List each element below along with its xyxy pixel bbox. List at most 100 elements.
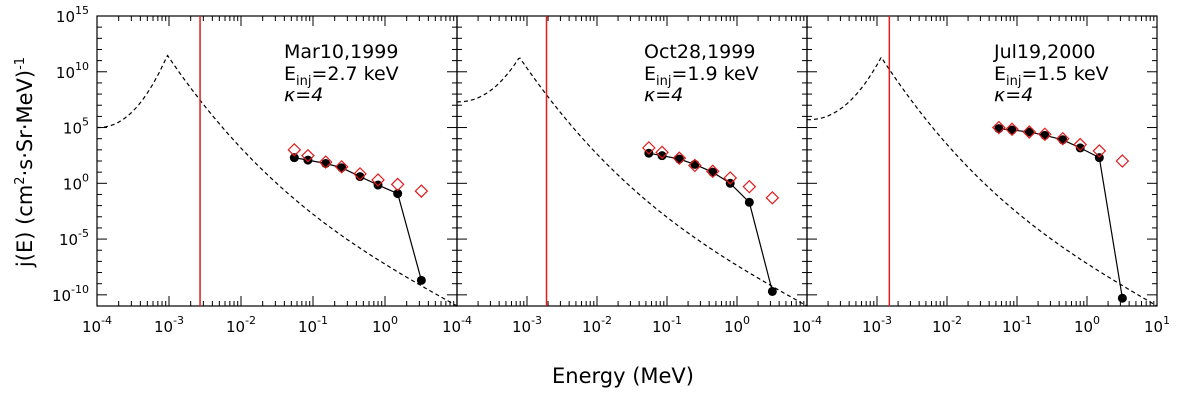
model-diamond — [688, 158, 702, 173]
x-tick-exponent: -1 — [317, 314, 328, 327]
x-tick-label: 100 — [724, 314, 750, 336]
x-tick-label: 10-3 — [862, 314, 892, 336]
x-tick-exponent: -2 — [245, 314, 256, 327]
y-axis-title-middle: ·s·Sr·MeV) — [13, 70, 37, 177]
observed-point — [321, 158, 331, 168]
x-tick-exponent: -2 — [601, 314, 612, 327]
einj-subscript: inj — [656, 74, 671, 89]
einj-subscript: inj — [1006, 74, 1021, 89]
kappa-model-curve — [807, 56, 1157, 306]
model-diamond — [1022, 125, 1037, 139]
x-tick-exponent: 0 — [391, 314, 398, 327]
x-tick-exponent: -1 — [671, 314, 682, 327]
y-tick-exponent: 5 — [82, 116, 89, 129]
observed-point — [1075, 143, 1085, 153]
x-tick-label: 10-4 — [82, 314, 112, 336]
y-tick-base: 10 — [56, 64, 75, 82]
model-diamond — [318, 155, 333, 169]
observed-point — [289, 153, 299, 163]
x-tick-exponent: 0 — [1093, 314, 1100, 327]
x-tick-base: 10 — [652, 318, 671, 336]
x-tick-label: 100 — [372, 314, 398, 336]
model-diamond — [655, 145, 669, 160]
x-axis-title: Energy (MeV) — [552, 364, 694, 388]
observed-point — [355, 172, 365, 182]
y-tick-label: 100 — [63, 171, 89, 193]
x-tick-base: 10 — [82, 318, 101, 336]
panel-1: 10-4 10-3 10-2 10-1 10010-1010-5100105101010… — [52, 4, 458, 336]
y-tick-exponent: -5 — [78, 227, 89, 240]
einj-label: Einj=2.7 keV — [284, 63, 399, 89]
x-tick-exponent: 1 — [1163, 314, 1170, 327]
x-tick-label: 10-1 — [298, 314, 328, 336]
x-tick-label: 10-2 — [226, 314, 256, 336]
x-tick-exponent: -3 — [531, 314, 542, 327]
model-diamond — [723, 171, 738, 185]
y-tick-label: 1010 — [56, 60, 89, 82]
einj-symbol: E — [994, 63, 1006, 85]
observed-point — [744, 197, 754, 207]
plot-frame — [96, 15, 458, 307]
model-diamond — [301, 148, 315, 163]
y-tick-base: 10 — [56, 8, 75, 26]
x-tick-label: 100 — [1074, 314, 1100, 336]
x-tick-label: 101 — [1144, 314, 1170, 336]
kappa-label: κ=4 — [994, 84, 1033, 106]
einj-label: Einj=1.9 keV — [644, 63, 759, 89]
model-diamond — [414, 184, 429, 198]
y-tick-exponent: 10 — [75, 60, 89, 73]
model-diamond — [287, 142, 302, 157]
model-diamond — [672, 151, 687, 166]
x-tick-label: 10-3 — [512, 314, 542, 336]
x-tick-label: 10-2 — [932, 314, 962, 336]
x-tick-exponent: -4 — [811, 314, 822, 327]
x-tick-base: 10 — [932, 318, 951, 336]
model-diamond — [1055, 131, 1070, 146]
x-tick-base: 10 — [582, 318, 601, 336]
observed-point — [416, 275, 426, 285]
model-diamond — [1092, 144, 1107, 158]
einj-subscript: inj — [296, 74, 311, 89]
x-tick-base: 10 — [724, 318, 743, 336]
panels: 10-4 10-3 10-2 10-1 10010-1010-5100105101010… — [52, 4, 1170, 336]
y-axis-title-main: j(E) (cm — [13, 185, 37, 268]
x-tick-exponent: -2 — [951, 314, 962, 327]
x-tick-label: 10-1 — [652, 314, 682, 336]
x-tick-label: 10-2 — [582, 314, 612, 336]
y-axis-title-exponent-2: 2 — [13, 176, 28, 184]
model-diamond — [991, 120, 1006, 135]
y-tick-label: 10-5 — [59, 227, 89, 249]
observed-point — [1024, 127, 1034, 137]
y-axis-title-exponent: -1 — [13, 57, 28, 70]
model-diamond — [1038, 127, 1052, 142]
x-tick-base: 10 — [1074, 318, 1093, 336]
einj-value: =2.7 keV — [311, 63, 398, 85]
y-tick-label: 1015 — [56, 4, 89, 26]
y-tick-base: 10 — [63, 120, 82, 138]
x-tick-base: 10 — [226, 318, 245, 336]
x-tick-base: 10 — [442, 318, 461, 336]
plot-frame — [806, 15, 1158, 307]
x-tick-exponent: -3 — [881, 314, 892, 327]
einj-value: =1.5 keV — [1021, 63, 1108, 85]
kappa-label: κ=4 — [284, 84, 323, 106]
kappa-model-curve — [97, 54, 457, 306]
x-tick-base: 10 — [154, 318, 173, 336]
model-diamond — [705, 164, 720, 179]
model-diamond — [742, 179, 757, 194]
x-tick-exponent: -1 — [1021, 314, 1032, 327]
x-tick-base: 10 — [372, 318, 391, 336]
x-tick-base: 10 — [298, 318, 317, 336]
observed-point — [1117, 293, 1127, 303]
date-label: Oct28,1999 — [644, 41, 755, 63]
date-label: Mar10,1999 — [284, 41, 398, 63]
einj-label: Einj=1.5 keV — [994, 63, 1109, 89]
x-tick-exponent: -4 — [101, 314, 112, 327]
x-tick-label: 10-1 — [1002, 314, 1032, 336]
y-tick-label: 10-10 — [52, 283, 89, 305]
y-tick-base: 10 — [59, 231, 78, 249]
x-tick-base: 10 — [512, 318, 531, 336]
model-diamond — [334, 159, 349, 174]
observed-point — [767, 286, 777, 296]
